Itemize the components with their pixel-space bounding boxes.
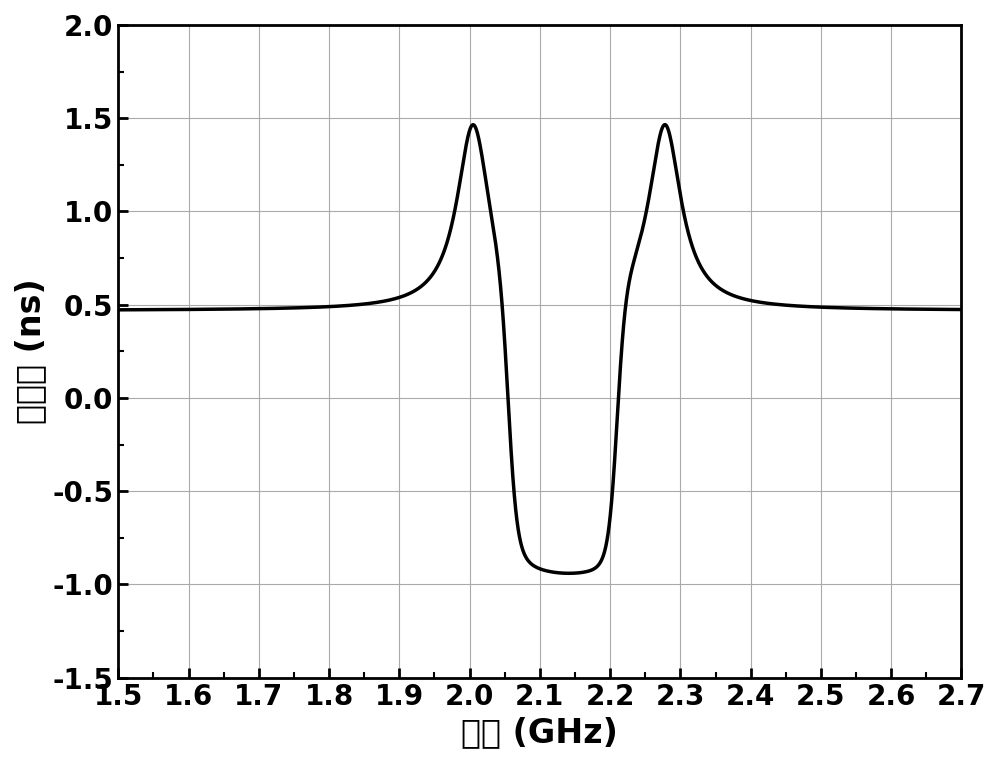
X-axis label: 频率 (GHz): 频率 (GHz)	[461, 716, 618, 749]
Y-axis label: 群时延 (ns): 群时延 (ns)	[14, 278, 47, 424]
